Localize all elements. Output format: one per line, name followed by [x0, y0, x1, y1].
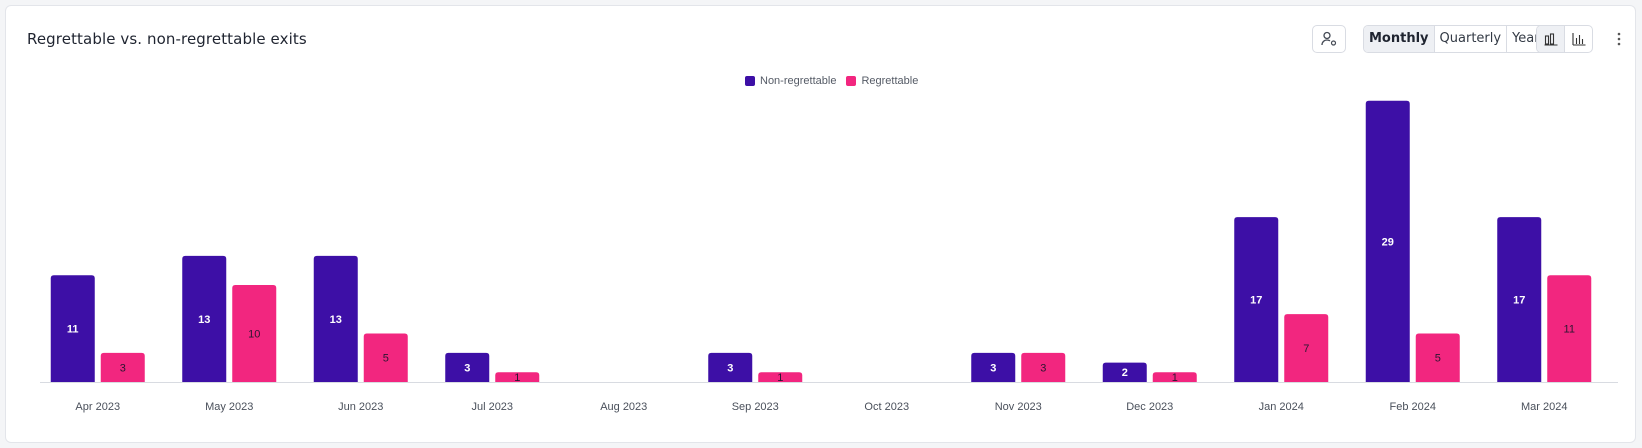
period-quarterly[interactable]: Quarterly: [1435, 26, 1508, 52]
data-label-regrettable: 3: [120, 362, 126, 374]
bar-non-regrettable[interactable]: [445, 352, 490, 382]
x-tick-label: Dec 2023: [1126, 401, 1173, 413]
bar-regrettable[interactable]: [1547, 275, 1592, 382]
legend-label-non-regrettable: Non-regrettable: [760, 75, 837, 87]
bar-non-regrettable[interactable]: [1102, 362, 1147, 382]
chart-card: Regrettable vs. non-regrettable exits Mo…: [5, 5, 1636, 443]
data-label-regrettable: 11: [1564, 324, 1575, 336]
bar-chart-icon: [1571, 33, 1585, 46]
data-label-regrettable: 7: [1303, 343, 1309, 355]
bar-regrettable[interactable]: [758, 372, 803, 382]
x-tick-label: Feb 2024: [1390, 401, 1436, 413]
legend-label-regrettable: Regrettable: [861, 75, 919, 87]
data-label-non-regrettable: 3: [464, 362, 470, 374]
bar-non-regrettable[interactable]: [1234, 217, 1279, 382]
data-label-non-regrettable: 13: [330, 314, 342, 326]
data-label-non-regrettable: 17: [1250, 294, 1262, 306]
data-label-regrettable: 1: [777, 372, 783, 384]
bar-non-regrettable[interactable]: [971, 352, 1016, 382]
bar-non-regrettable[interactable]: [182, 255, 227, 382]
bar-regrettable[interactable]: [232, 285, 277, 382]
data-label-regrettable: 3: [1040, 362, 1046, 374]
bar-regrettable[interactable]: [495, 372, 540, 382]
bar-regrettable[interactable]: [100, 352, 145, 382]
user-settings-button[interactable]: [1312, 25, 1346, 53]
bar-regrettable[interactable]: [1284, 314, 1329, 382]
x-tick-label: Jan 2024: [1259, 401, 1304, 413]
data-label-non-regrettable: 3: [990, 362, 996, 374]
x-tick-label: Jun 2023: [338, 401, 383, 413]
bar-regrettable[interactable]: [1415, 333, 1460, 383]
data-label-regrettable: 10: [248, 328, 260, 340]
data-label-non-regrettable: 3: [727, 362, 733, 374]
data-label-regrettable: 5: [383, 353, 389, 365]
data-label-regrettable: 1: [514, 372, 520, 384]
x-tick-label: Sep 2023: [732, 401, 779, 413]
user-settings-icon: [1321, 31, 1337, 46]
x-tick-label: Oct 2023: [864, 401, 909, 413]
bar-regrettable[interactable]: [1152, 372, 1197, 382]
chart-type-toggle: [1536, 25, 1593, 53]
bar-non-regrettable[interactable]: [313, 255, 358, 382]
x-tick-label: Apr 2023: [75, 401, 120, 413]
bar-non-regrettable[interactable]: [1497, 217, 1542, 382]
more-options-button[interactable]: [1612, 29, 1626, 49]
grouped-bar-chart-icon: [1544, 33, 1557, 46]
x-tick-label: Nov 2023: [995, 401, 1042, 413]
bar-non-regrettable[interactable]: [1365, 100, 1410, 382]
bar-regrettable[interactable]: [363, 333, 408, 383]
bar-non-regrettable[interactable]: [50, 275, 95, 382]
data-label-non-regrettable: 11: [67, 324, 79, 336]
legend-item-non-regrettable[interactable]: Non-regrettable: [745, 75, 836, 87]
bar-regrettable[interactable]: [1021, 352, 1066, 382]
legend-swatch-non-regrettable: [745, 76, 755, 86]
period-monthly[interactable]: Monthly: [1364, 26, 1435, 52]
grouped-bar-chart-button[interactable]: [1537, 26, 1564, 52]
chart-title: Regrettable vs. non-regrettable exits: [27, 30, 307, 48]
x-tick-label: Mar 2024: [1521, 401, 1567, 413]
bar-chart-button[interactable]: [1564, 26, 1592, 52]
x-tick-label: May 2023: [205, 401, 253, 413]
legend-item-regrettable[interactable]: Regrettable: [846, 75, 918, 87]
data-label-non-regrettable: 13: [198, 314, 210, 326]
data-label-non-regrettable: 2: [1122, 367, 1128, 379]
x-tick-label: Aug 2023: [600, 401, 647, 413]
chart-legend: Non-regrettable Regrettable: [745, 75, 918, 87]
bar-non-regrettable[interactable]: [708, 352, 753, 382]
legend-swatch-regrettable: [846, 76, 857, 86]
data-label-regrettable: 5: [1435, 353, 1441, 365]
data-label-non-regrettable: 17: [1513, 294, 1525, 306]
more-vertical-icon: [1617, 32, 1621, 46]
x-tick-label: Jul 2023: [471, 401, 513, 413]
data-label-non-regrettable: 29: [1382, 236, 1394, 248]
data-label-regrettable: 1: [1172, 372, 1178, 384]
